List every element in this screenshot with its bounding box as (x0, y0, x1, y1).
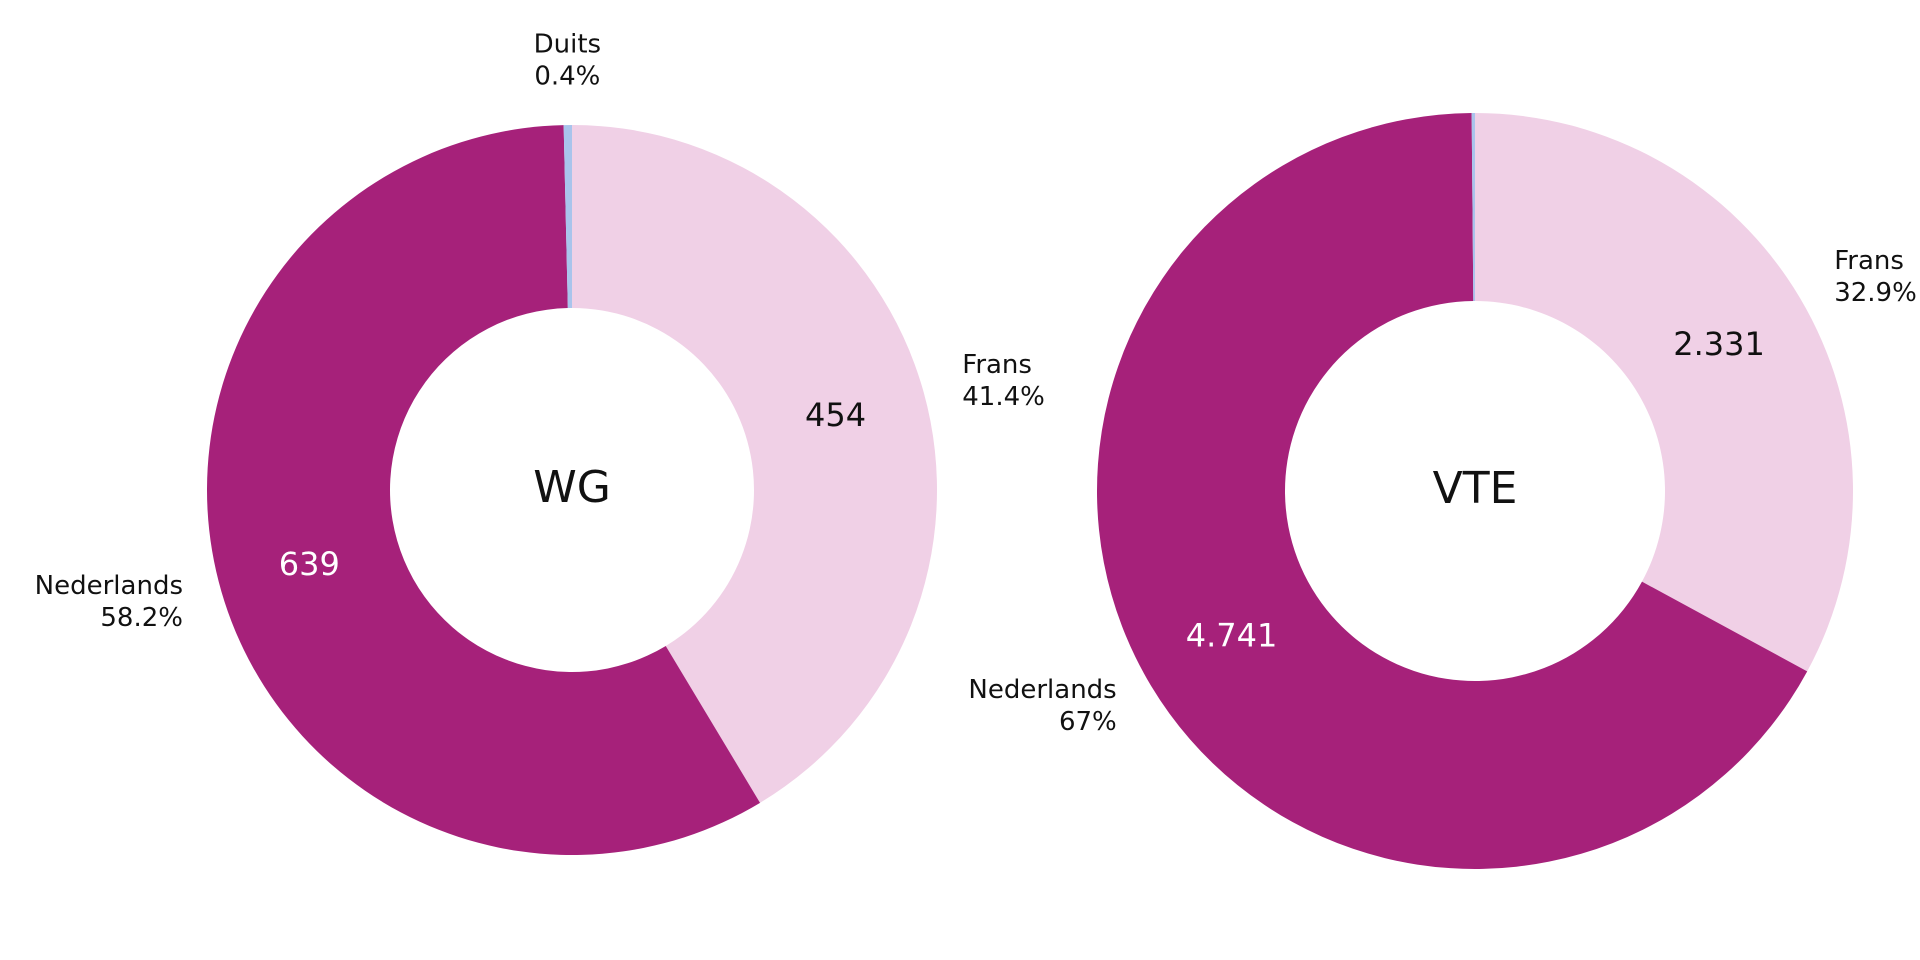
chart-title: VTE (1433, 463, 1518, 514)
category-label: Duits (534, 30, 601, 60)
slice (1475, 113, 1853, 672)
value-label: 4.741 (1186, 616, 1278, 654)
percent-label: 67% (1059, 707, 1117, 737)
value-label: 639 (279, 545, 340, 583)
category-label: Nederlands (35, 571, 183, 601)
slice (1097, 113, 1808, 870)
slice (572, 125, 937, 803)
percent-label: 32.9% (1834, 278, 1917, 308)
category-label: Frans (962, 350, 1032, 380)
percent-label: 41.4% (962, 382, 1045, 412)
slice (563, 125, 572, 309)
category-label: Nederlands (968, 675, 1116, 705)
percent-label: 0.4% (534, 62, 600, 92)
slice (1471, 113, 1475, 302)
slice (207, 125, 761, 856)
chart-title: WG (533, 462, 611, 513)
percent-label: 58.2% (100, 603, 183, 633)
value-label: 454 (805, 396, 866, 434)
category-label: Frans (1834, 246, 1904, 276)
value-label: 2.331 (1673, 325, 1765, 363)
